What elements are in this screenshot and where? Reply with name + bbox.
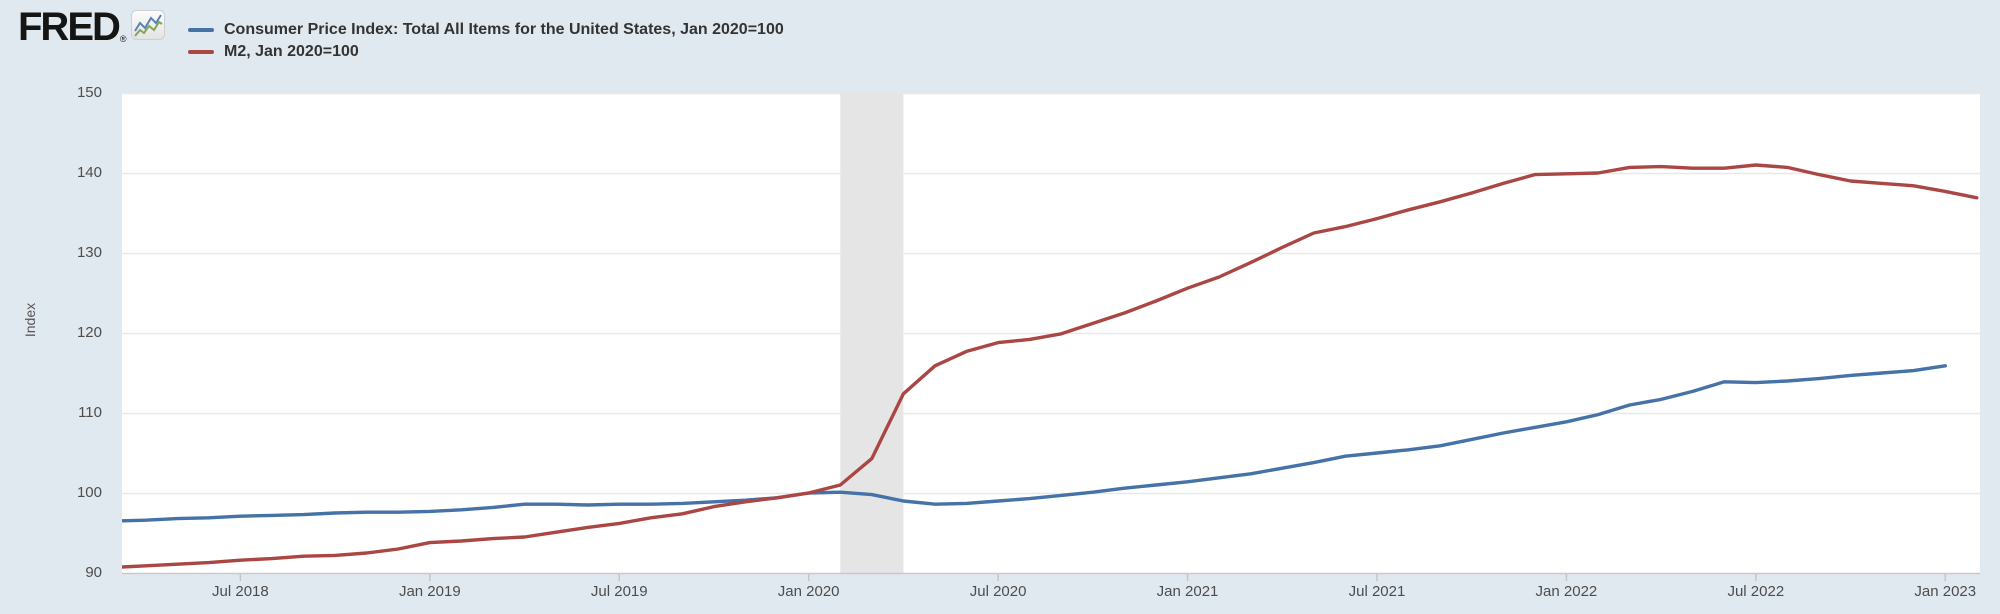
- y-tick-label: 90: [85, 564, 102, 581]
- fred-sparkline-icon: [130, 10, 165, 40]
- x-tick-label: Jul 2019: [590, 583, 648, 600]
- x-tick-label: Jul 2018: [212, 583, 269, 600]
- x-tick-label: Jan 2019: [398, 583, 461, 600]
- y-tick-label: 100: [76, 484, 102, 501]
- y-tick-label: 150: [76, 84, 102, 101]
- legend-label: Consumer Price Index: Total All Items fo…: [224, 21, 784, 38]
- x-tick-label: Jan 2021: [1156, 583, 1219, 600]
- legend-item-cpi: Consumer Price Index: Total All Items fo…: [188, 19, 784, 41]
- x-tick-label: Jul 2021: [1348, 583, 1406, 600]
- registered-trademark-mark: ®: [119, 34, 127, 44]
- fred-logo[interactable]: FRED ®: [18, 5, 165, 49]
- legend-item-m2: M2, Jan 2020=100: [188, 41, 784, 63]
- x-tick-label: Jul 2020: [969, 583, 1027, 600]
- fred-logo-text: FRED: [18, 5, 121, 49]
- legend-dash-icon: [188, 50, 214, 54]
- legend-dash-icon: [188, 28, 214, 32]
- y-tick-label: 110: [78, 404, 102, 421]
- y-tick-label: 120: [76, 324, 102, 341]
- x-tick-label: Jan 2022: [1535, 583, 1598, 600]
- chart-legend: Consumer Price Index: Total All Items fo…: [188, 19, 784, 63]
- legend-label: M2, Jan 2020=100: [224, 43, 359, 60]
- recession-band: [840, 93, 904, 573]
- series-line-m2: [122, 163, 1979, 569]
- y-tick-label: 130: [76, 244, 102, 261]
- x-tick-label: Jul 2022: [1727, 583, 1785, 600]
- series-line-cpi: [122, 364, 1948, 523]
- y-tick-label: 140: [76, 164, 102, 181]
- x-tick-label: Jan 2020: [777, 583, 840, 600]
- x-tick-label: Jan 2023: [1914, 583, 1977, 600]
